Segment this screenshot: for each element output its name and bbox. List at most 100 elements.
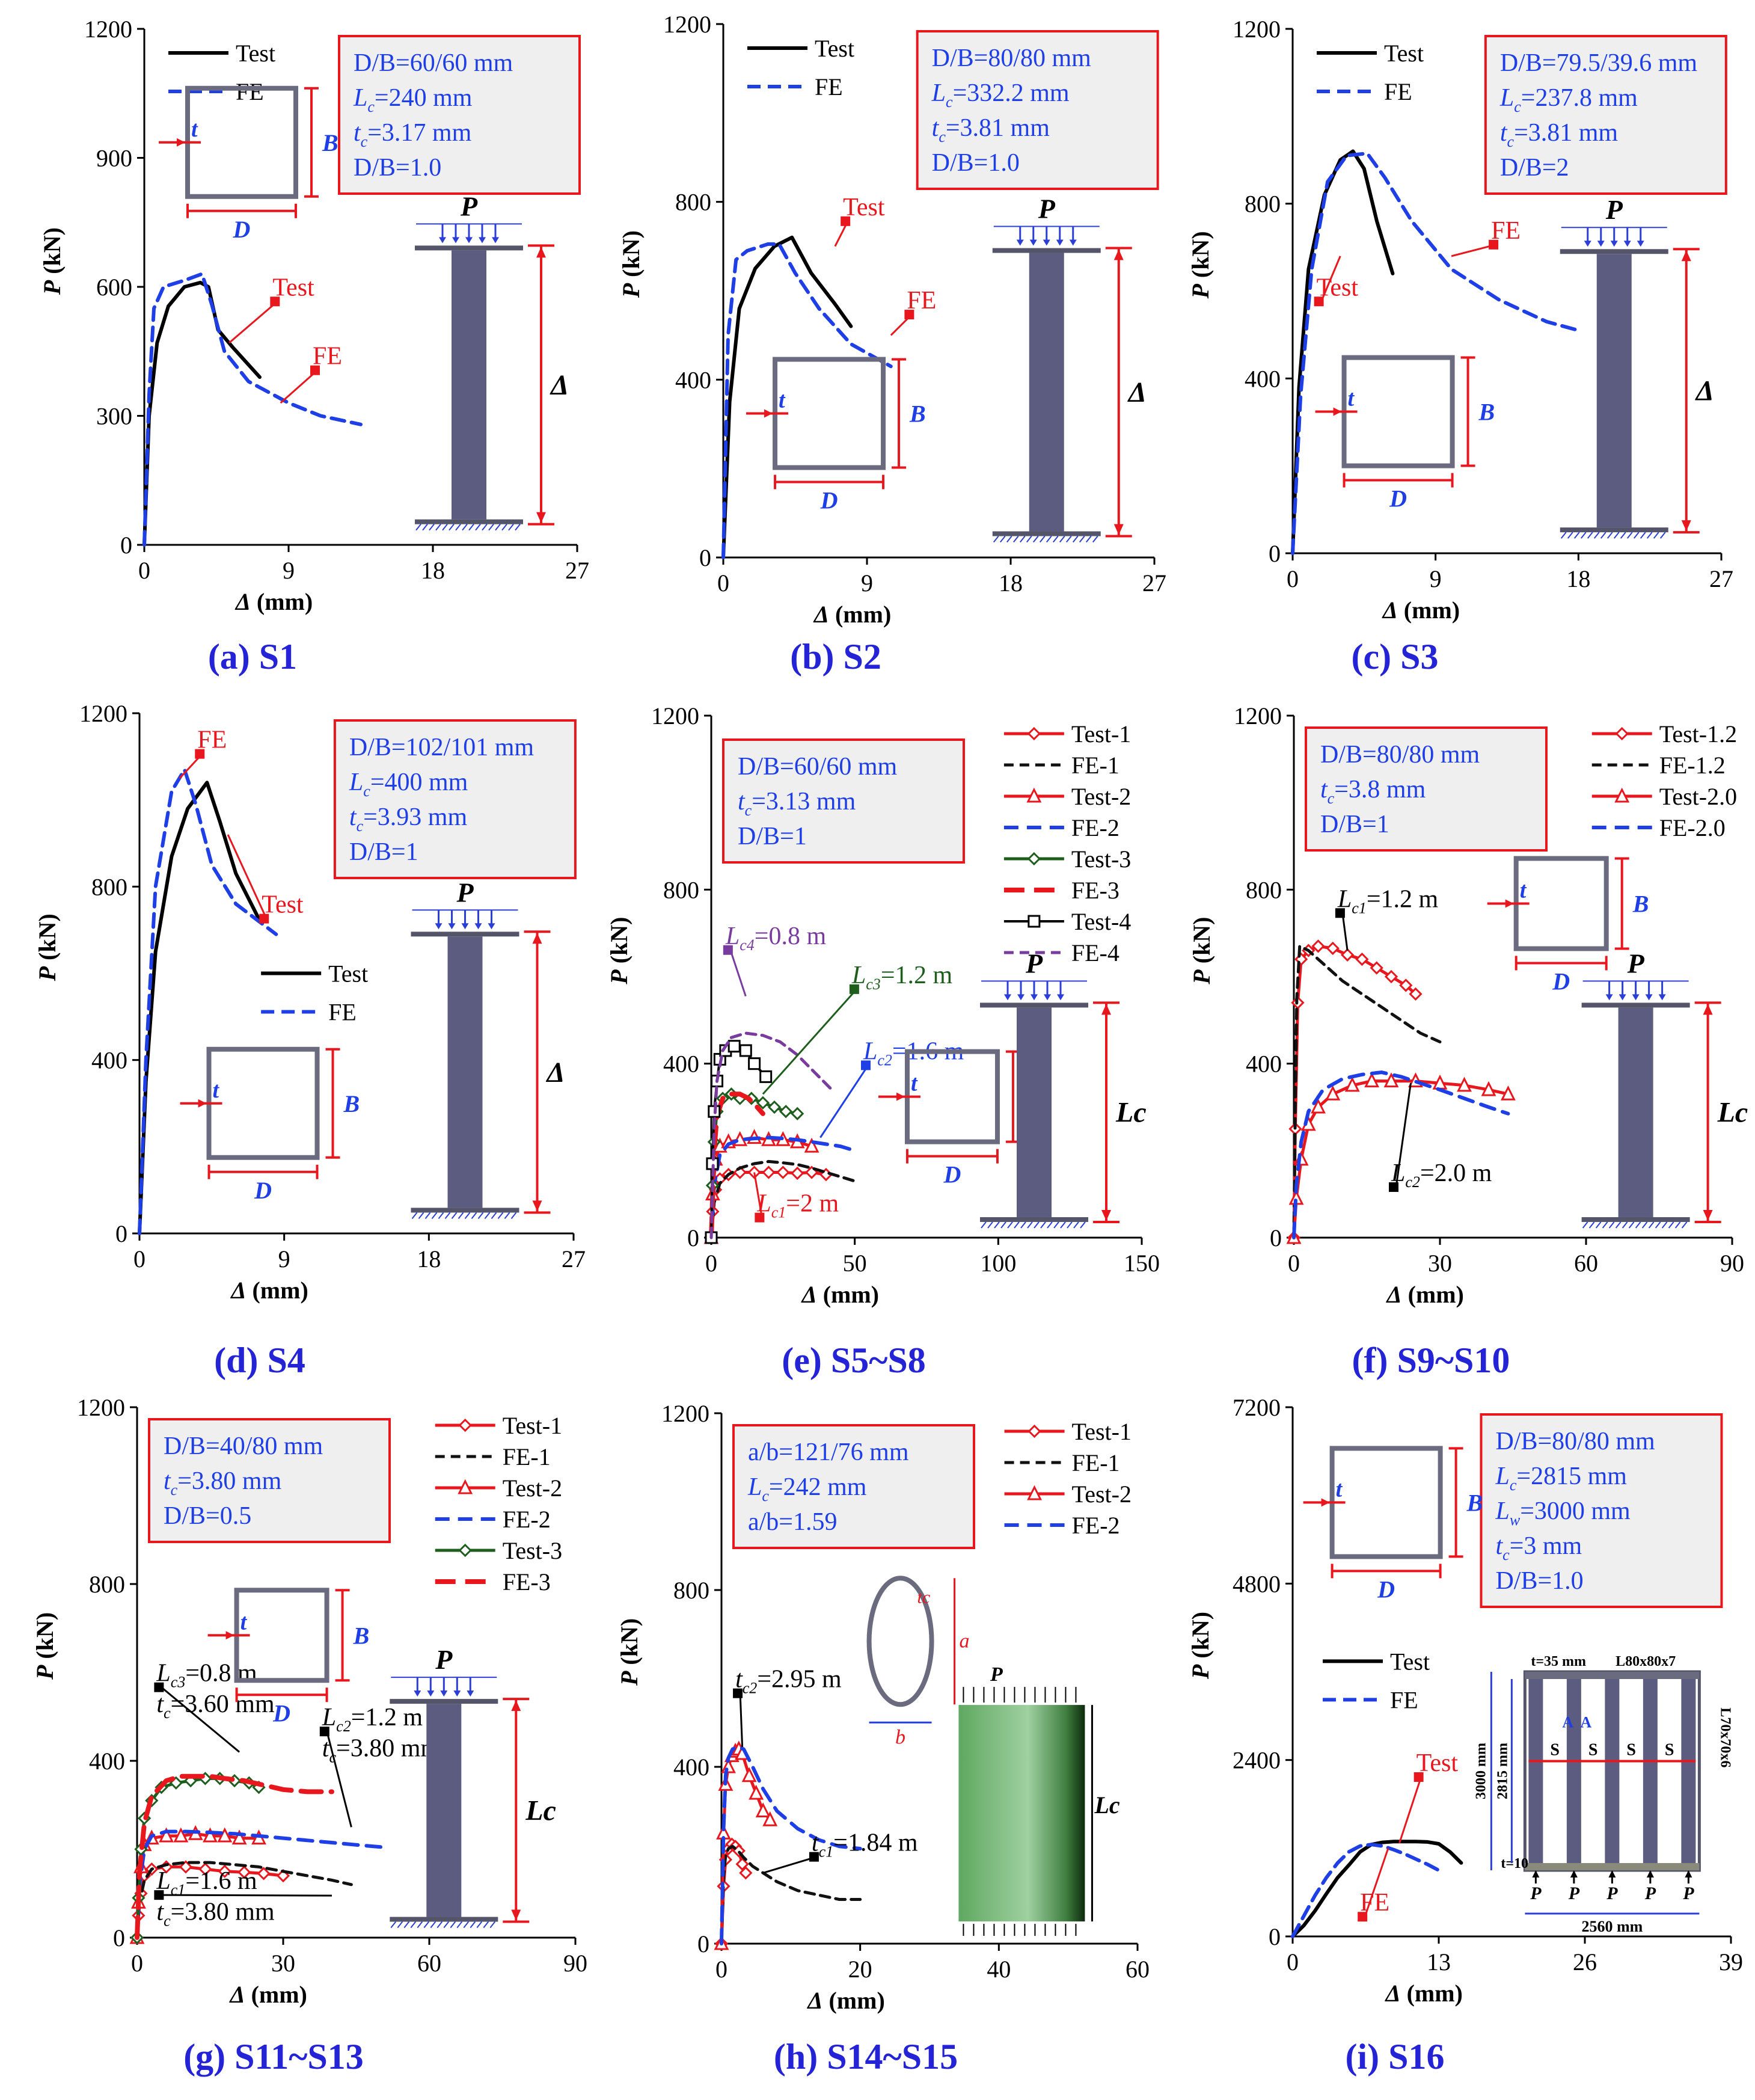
data-marker xyxy=(776,1165,790,1179)
fixed-base-hatch xyxy=(1047,1221,1053,1229)
info-line: D/B=102/101 mm xyxy=(349,734,534,761)
series-line-fe xyxy=(721,242,893,559)
fixed-base-hatch xyxy=(468,524,474,531)
label-symbol: t xyxy=(932,114,940,142)
load-arrow-head xyxy=(414,1690,421,1697)
wall-column xyxy=(1681,1679,1696,1863)
load-arrow-head xyxy=(452,237,459,244)
fixed-base-hatch xyxy=(1000,1221,1006,1229)
fixed-base-hatch xyxy=(1595,1221,1602,1229)
label-symbol: t xyxy=(164,1467,171,1495)
y-tick-label: 1200 xyxy=(661,1400,709,1427)
fixed-base-hatch xyxy=(1600,532,1606,539)
annotation-leader xyxy=(161,1686,240,1753)
label-symbol: t xyxy=(322,1735,330,1763)
x-tick-label: 0 xyxy=(705,1250,717,1277)
x-tick-label: 27 xyxy=(565,557,589,584)
info-box xyxy=(338,35,581,195)
column-height-label: Lc xyxy=(1717,1097,1748,1129)
y-tick-label: 600 xyxy=(96,274,132,301)
y-tick-label: 0 xyxy=(1269,1923,1281,1950)
legend-label: FE xyxy=(328,999,357,1026)
tube-section xyxy=(1329,1446,1443,1559)
info-line: D/B=1 xyxy=(349,838,418,866)
fixed-base-hatch xyxy=(1019,535,1026,543)
fixed-base-hatch xyxy=(410,1921,417,1929)
legend-label: FE-2 xyxy=(1072,1512,1120,1539)
fixed-base-hatch xyxy=(495,524,501,531)
label-symbol: t xyxy=(354,119,361,147)
fixed-base-hatch xyxy=(438,1212,444,1220)
load-arrow-head xyxy=(479,237,486,244)
wall-top-plate-label: t=35 mm xyxy=(1531,1654,1586,1669)
label-subscript: w xyxy=(1510,1511,1521,1529)
annotation-marker xyxy=(259,913,269,924)
data-marker xyxy=(217,1827,233,1843)
arrow-head xyxy=(1333,407,1342,416)
x-tick-label: 60 xyxy=(417,1950,441,1977)
info-box xyxy=(732,1424,975,1549)
label-subscript: c xyxy=(1510,1476,1517,1494)
wall-load-label: P xyxy=(1530,1884,1542,1903)
y-axis-label: P (kN) xyxy=(617,230,645,298)
label-subscript: c1 xyxy=(819,1843,834,1861)
label-subscript: c xyxy=(164,1912,171,1930)
axis-unit: (kN) xyxy=(617,230,645,283)
legend-label: Test xyxy=(1384,40,1424,67)
y-tick-label: 800 xyxy=(673,1577,709,1604)
data-marker xyxy=(1311,939,1325,953)
wall-column xyxy=(1528,1679,1543,1863)
fixed-base-hatch xyxy=(491,1212,497,1220)
load-arrow-head xyxy=(467,1690,474,1697)
base-plate xyxy=(415,519,523,524)
x-tick-label: 60 xyxy=(1126,1956,1150,1983)
annotation-leader xyxy=(1341,913,1349,951)
annotation-marker xyxy=(849,984,859,994)
load-arrow-head xyxy=(1043,239,1050,246)
load-arrow-head xyxy=(492,237,499,244)
data-marker xyxy=(727,1040,741,1053)
wall-width-label: 2560 mm xyxy=(1581,1918,1643,1935)
chart-panel-e: 0 50 100 150 0 400 800 1200 Δ (mm) P (kN) (e) S5~S… xyxy=(605,702,1160,1380)
info-line: tc=3.81 mm xyxy=(932,114,1050,146)
panel-caption: (d) S4 xyxy=(214,1340,305,1380)
annotation-leader xyxy=(161,1894,332,1897)
label-subscript: c xyxy=(363,782,370,800)
section-b-label: B xyxy=(909,401,926,428)
top-plate xyxy=(1581,1002,1690,1008)
fixed-base-hatch xyxy=(1626,532,1633,539)
section-t-label: tc xyxy=(917,1587,931,1607)
top-plate xyxy=(390,1699,498,1704)
annotation-marker xyxy=(860,1060,871,1070)
fixed-base-hatch xyxy=(1635,1221,1641,1229)
x-tick-label: 0 xyxy=(717,570,729,597)
load-arrow-head xyxy=(1029,239,1037,246)
column-load-label: P xyxy=(1627,948,1645,978)
section-t-label: t xyxy=(1520,877,1527,903)
x-tick-label: 90 xyxy=(563,1950,587,1977)
label-symbol: L xyxy=(931,79,946,107)
section-d-label: D xyxy=(254,1177,272,1204)
height-arrow-head xyxy=(1101,1209,1111,1221)
annotation-label: tc=3.80 mm xyxy=(322,1735,441,1766)
wall-angle-label: L70x70x6 xyxy=(1717,1707,1733,1767)
wall-height-label: 3000 mm xyxy=(1473,1743,1489,1799)
label-subscript: c xyxy=(357,817,364,835)
annotation-label: Lc3=0.8 m xyxy=(156,1660,257,1691)
x-tick-label: 27 xyxy=(1709,565,1733,592)
legend-label: FE-2.0 xyxy=(1659,814,1726,841)
fixed-base-hatch xyxy=(1560,532,1567,539)
fixed-base-hatch xyxy=(1092,535,1098,543)
label-symbol: t xyxy=(735,1666,743,1693)
section-a-label: a xyxy=(960,1630,970,1652)
base-plate xyxy=(1581,1217,1690,1222)
fixed-base-hatch xyxy=(1014,1221,1020,1229)
data-marker xyxy=(1409,987,1423,1001)
fixed-base-hatch xyxy=(464,1212,471,1220)
panel-caption: (b) S2 xyxy=(790,637,881,677)
panel-caption: (g) S11~S13 xyxy=(183,2037,364,2077)
fixed-base-hatch xyxy=(1567,532,1573,539)
load-arrow-head xyxy=(1605,994,1613,1001)
label-value: =242 mm xyxy=(769,1473,867,1501)
y-tick-label: 1200 xyxy=(79,700,127,727)
